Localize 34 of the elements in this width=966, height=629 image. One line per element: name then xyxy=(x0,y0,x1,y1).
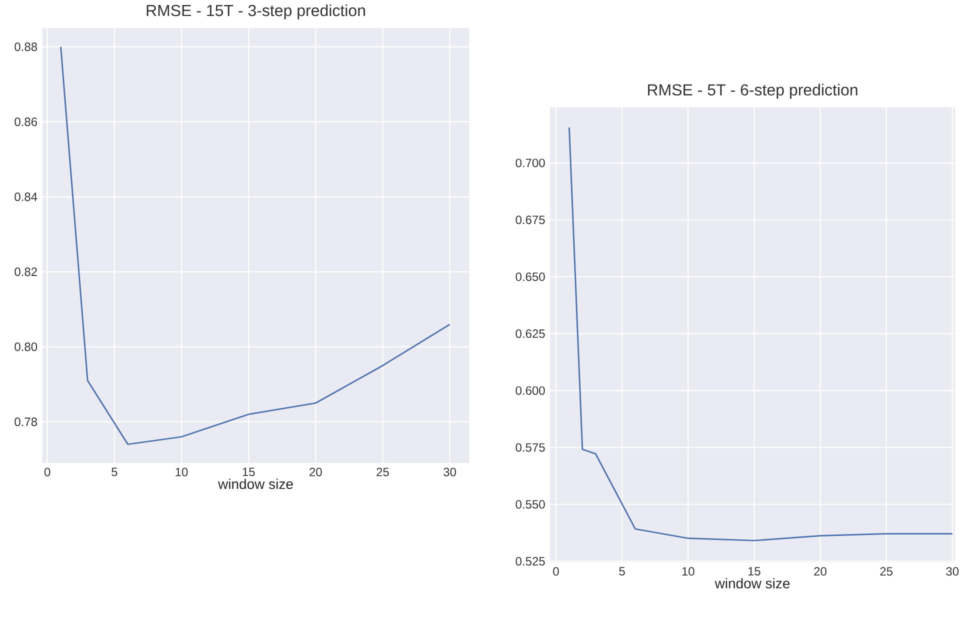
x-tick-label: 30 xyxy=(946,567,959,576)
line-series xyxy=(60,46,451,446)
x-tick-label: 15 xyxy=(748,567,760,576)
x-tick-label: 20 xyxy=(814,567,826,576)
x-tick-label: 0 xyxy=(553,567,559,576)
line-series xyxy=(568,126,954,542)
y-tick-label: 0.84 xyxy=(14,192,38,202)
y-tick-label: 0.82 xyxy=(14,268,37,276)
x-tick-label: 20 xyxy=(310,468,322,476)
x-tick-label: 5 xyxy=(619,567,625,576)
y-tick-label: 0.650 xyxy=(516,272,545,282)
y-tick-label: 0.86 xyxy=(14,118,38,126)
chart-title: RMSE - 5T - 6-step prediction xyxy=(648,84,858,99)
x-tick-label: 25 xyxy=(880,567,892,576)
y-tick-label: 0.88 xyxy=(14,42,38,52)
x-axis-title: window size xyxy=(218,478,293,490)
x-tick-label: 10 xyxy=(176,468,188,476)
y-tick-label: 0.575 xyxy=(516,443,545,452)
y-tick-label: 0.675 xyxy=(516,216,545,224)
x-tick-label: 25 xyxy=(376,468,389,476)
y-tick-label: 0.625 xyxy=(516,329,545,338)
chart-title: RMSE - 15T - 3-step prediction xyxy=(146,4,365,20)
y-tick-label: 0.78 xyxy=(14,418,38,426)
x-tick-label: 5 xyxy=(112,468,118,476)
x-tick-label: 0 xyxy=(44,468,50,476)
x-tick-label: 30 xyxy=(444,468,456,476)
x-tick-label: 10 xyxy=(682,567,694,576)
y-tick-label: 0.80 xyxy=(14,342,38,352)
y-tick-label: 0.550 xyxy=(516,500,545,509)
x-tick-label: 15 xyxy=(242,468,255,476)
y-tick-label: 0.600 xyxy=(516,386,545,395)
y-tick-label: 0.700 xyxy=(516,158,545,168)
y-tick-label: 0.525 xyxy=(516,557,545,566)
x-axis-title: window size xyxy=(714,578,790,588)
